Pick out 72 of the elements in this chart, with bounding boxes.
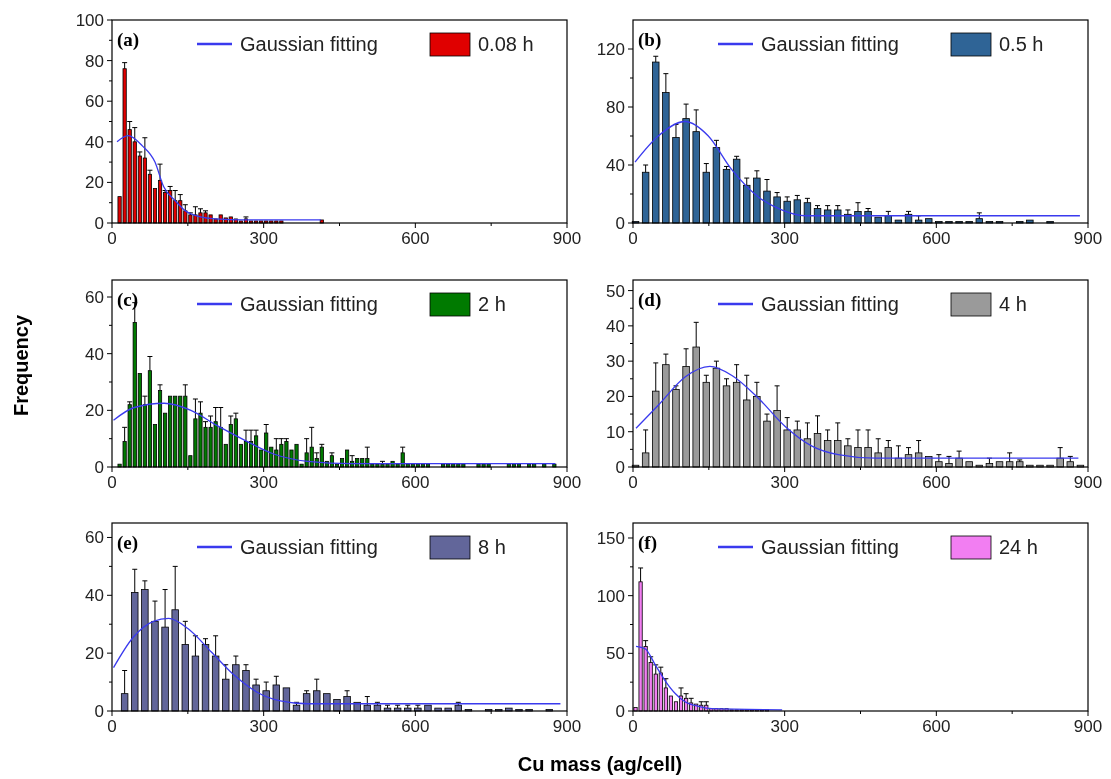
y-tick-label: 40 xyxy=(606,316,625,336)
y-tick-label: 60 xyxy=(85,288,104,307)
y-tick-label: 0 xyxy=(94,458,104,477)
text: (d) xyxy=(638,289,662,311)
legend-label: 0.08 h xyxy=(478,33,534,55)
y-tick-label: 80 xyxy=(85,51,104,71)
legend-label: Gaussian fitting xyxy=(240,293,378,315)
y-tick-label: 40 xyxy=(85,344,104,364)
legend-label: Gaussian fitting xyxy=(240,33,378,55)
x-tick-label: 300 xyxy=(249,717,278,736)
x-tick-label: 0 xyxy=(628,473,638,492)
x-tick-label: 600 xyxy=(401,717,430,736)
x-tick-label: 900 xyxy=(552,717,582,736)
x-tick-label: 0 xyxy=(628,229,638,248)
x-tick-label: 300 xyxy=(770,229,799,248)
y-axis-title: Frequency xyxy=(10,314,32,417)
y-tick-label: 50 xyxy=(606,281,625,301)
legend-label: Gaussian fitting xyxy=(761,33,899,55)
x-tick-label: 300 xyxy=(249,473,278,492)
y-tick-label: 60 xyxy=(85,92,104,112)
x-tick-label: 300 xyxy=(770,717,799,736)
x-tick-label: 600 xyxy=(401,229,430,248)
y-tick-label: 0 xyxy=(615,702,625,721)
x-tick-label: 600 xyxy=(401,473,430,492)
x-tick-label: 0 xyxy=(628,717,638,736)
x-tick-label: 300 xyxy=(770,473,799,492)
y-tick-label: 0 xyxy=(94,214,104,233)
legend-label: Gaussian fitting xyxy=(240,536,378,558)
x-tick-label: 900 xyxy=(1073,473,1103,492)
x-tick-label: 900 xyxy=(1073,229,1103,248)
legend-label: 24 h xyxy=(999,536,1038,558)
text: (a) xyxy=(117,29,140,51)
y-tick-label: 20 xyxy=(85,173,104,193)
legend-label: 0.5 h xyxy=(999,33,1044,55)
y-tick-label: 20 xyxy=(85,644,104,664)
y-tick-label: 80 xyxy=(606,98,625,117)
y-tick-label: 60 xyxy=(85,528,104,548)
legend-label: 8 h xyxy=(478,536,506,558)
y-tick-label: 50 xyxy=(606,644,625,664)
x-tick-label: 600 xyxy=(922,473,951,492)
y-tick-label: 20 xyxy=(606,387,625,407)
text: (b) xyxy=(638,29,662,51)
y-tick-label: 0 xyxy=(615,458,625,477)
legend-label: 2 h xyxy=(478,293,506,315)
y-tick-label: 100 xyxy=(75,11,104,30)
x-axis-title: Cu mass (ag/cell) xyxy=(517,753,683,775)
x-tick-label: 900 xyxy=(552,473,582,492)
x-tick-label: 300 xyxy=(249,229,278,248)
text: (e) xyxy=(117,532,139,554)
y-tick-label: 40 xyxy=(85,132,104,152)
y-tick-label: 10 xyxy=(606,422,625,442)
y-tick-label: 20 xyxy=(85,401,104,421)
y-tick-label: 150 xyxy=(596,528,625,548)
y-tick-label: 40 xyxy=(85,586,104,606)
legend-label: 4 h xyxy=(999,293,1027,315)
y-tick-label: 100 xyxy=(596,586,625,606)
x-tick-label: 0 xyxy=(107,717,117,736)
x-tick-label: 600 xyxy=(922,229,951,248)
x-tick-label: 900 xyxy=(1073,717,1103,736)
text: (c) xyxy=(117,289,139,311)
x-tick-label: 900 xyxy=(552,229,582,248)
legend-label: Gaussian fitting xyxy=(761,536,899,558)
y-tick-label: 0 xyxy=(94,702,104,721)
y-tick-label: 0 xyxy=(615,214,625,233)
x-tick-label: 0 xyxy=(107,473,117,492)
y-tick-label: 30 xyxy=(606,352,625,372)
y-tick-label: 40 xyxy=(606,156,625,175)
x-tick-label: 0 xyxy=(107,229,117,248)
text: (f) xyxy=(638,532,657,554)
y-tick-label: 120 xyxy=(596,40,625,59)
legend-label: Gaussian fitting xyxy=(761,293,899,315)
x-tick-label: 600 xyxy=(922,717,951,736)
